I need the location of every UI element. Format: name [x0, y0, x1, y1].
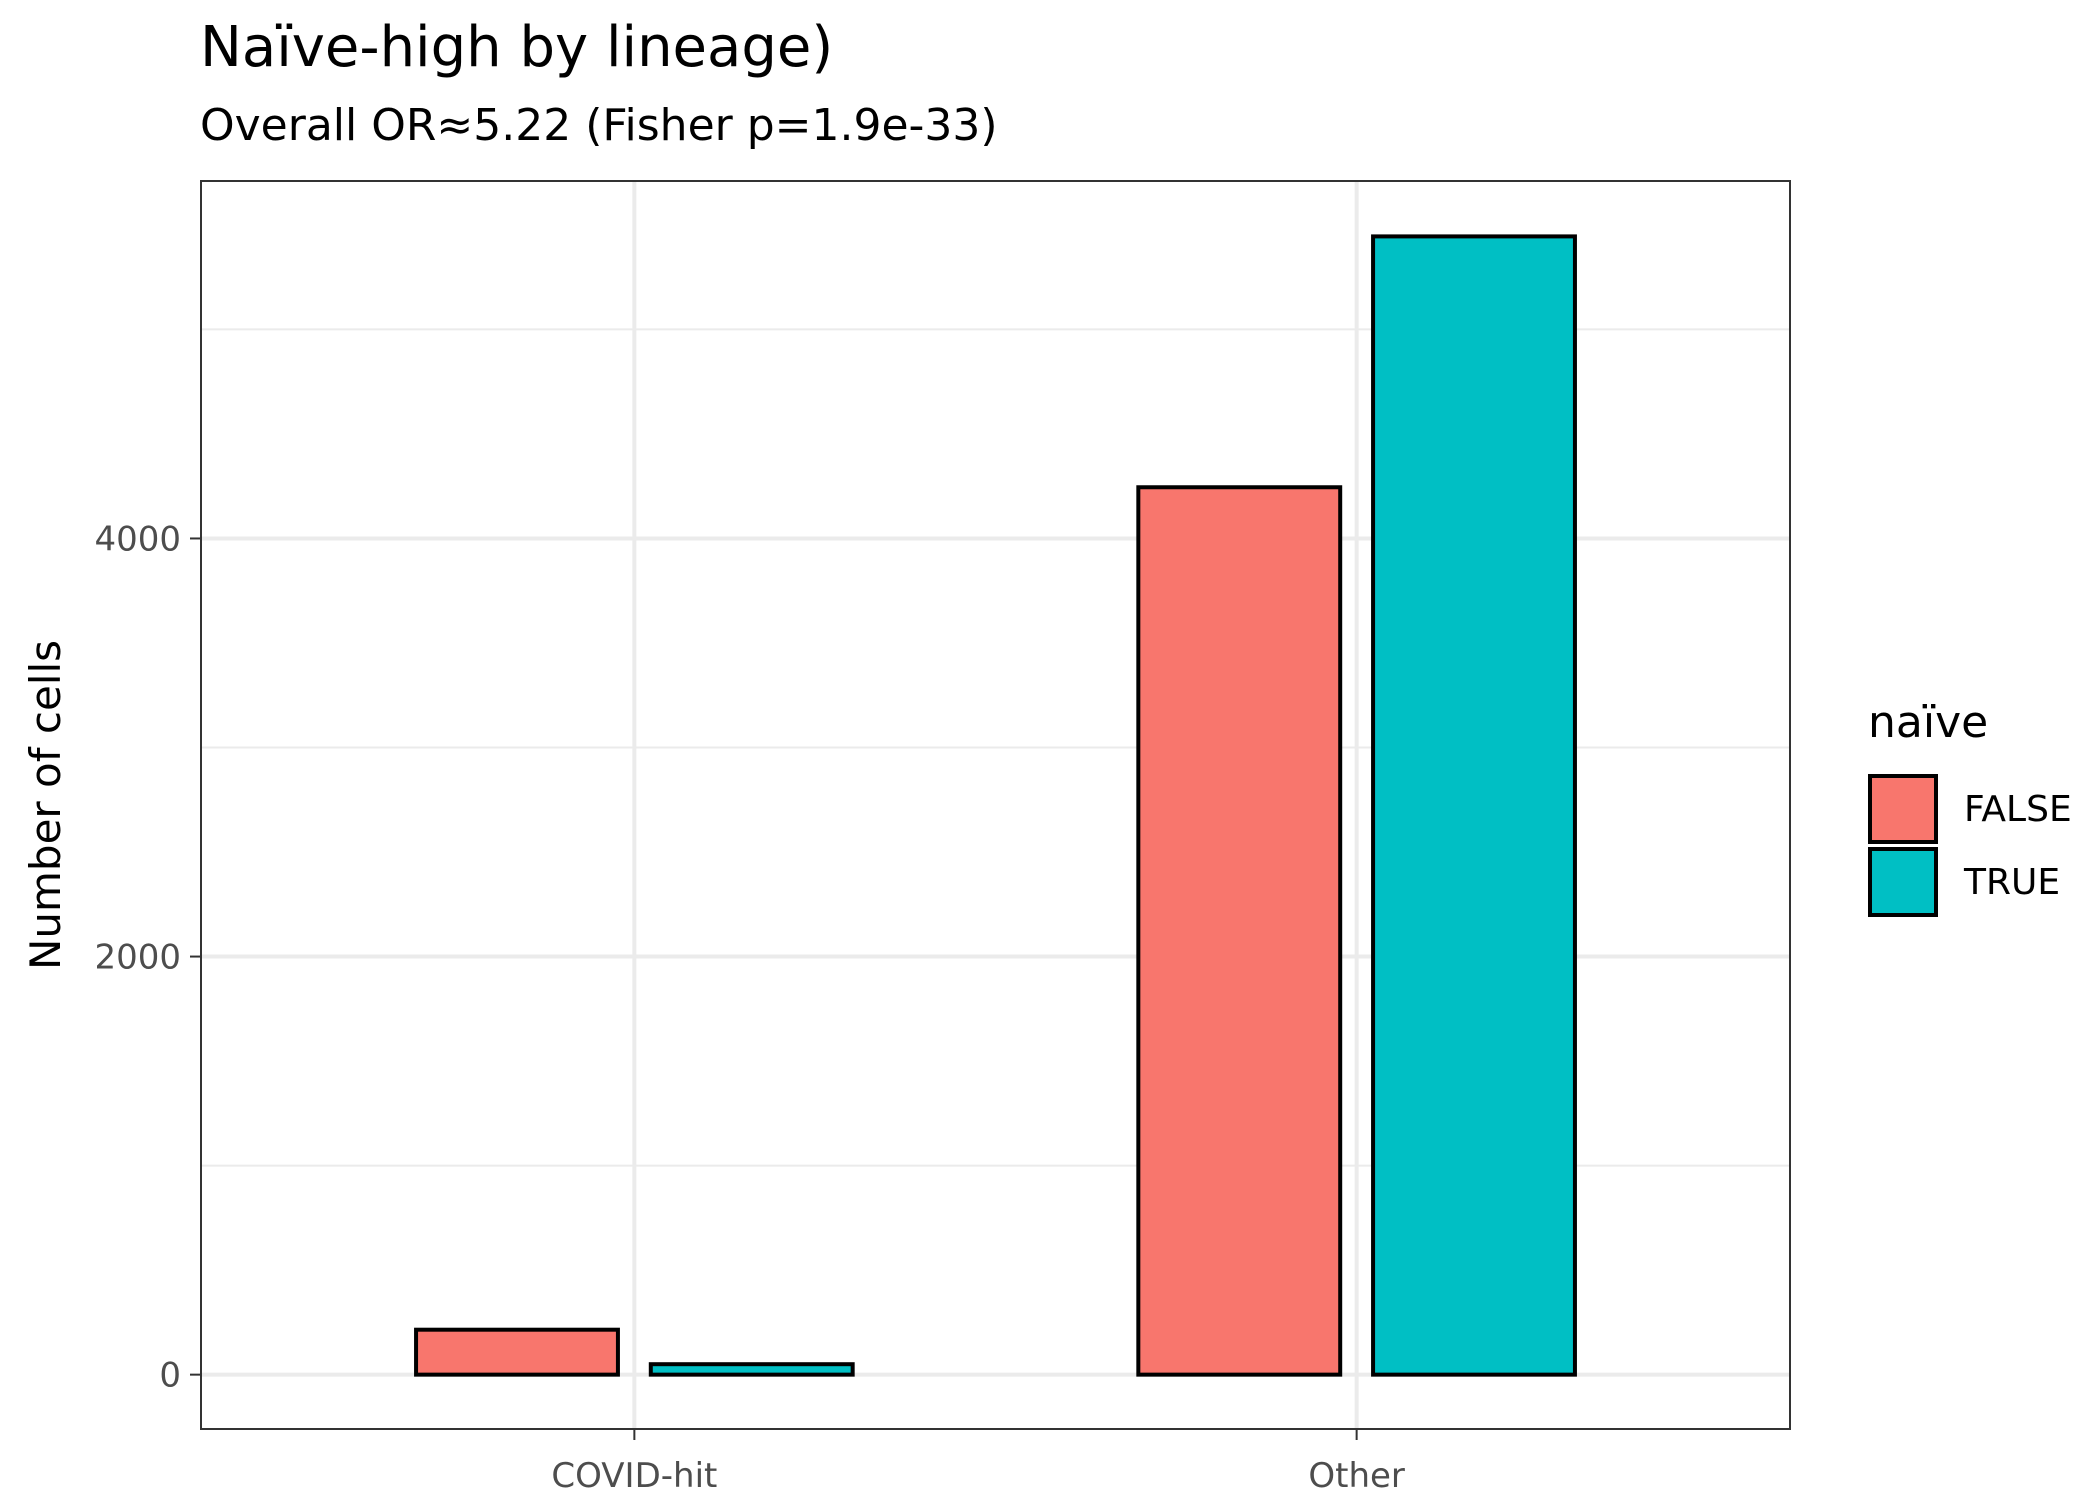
y-tick-label: 0	[159, 1356, 181, 1396]
legend-label-false: FALSE	[1964, 789, 2072, 830]
y-axis-title: Number of cells	[21, 640, 70, 970]
bar-true-covid-hit	[648, 1362, 855, 1377]
bars	[414, 234, 1577, 1377]
panel-border	[200, 180, 1791, 1430]
y-axis: 0 2000 4000	[94, 519, 201, 1396]
chart-title: Naïve-high by lineage)	[200, 15, 833, 80]
x-tick-label: COVID-hit	[551, 1456, 717, 1496]
legend-key-false	[1868, 774, 1938, 844]
legend-key-true	[1868, 847, 1938, 917]
plot-panel	[200, 180, 1791, 1430]
bar-true-other	[1371, 234, 1577, 1377]
legend-title: naïve	[1868, 697, 1988, 748]
bar-false-other	[1136, 485, 1343, 1377]
bar-false-covid-hit	[414, 1327, 620, 1377]
legend: naïve FALSE TRUE	[1868, 697, 2072, 917]
y-tick-label: 2000	[94, 938, 181, 978]
legend-label-true: TRUE	[1963, 862, 2060, 903]
x-tick-label: Other	[1308, 1456, 1405, 1496]
chart-subtitle: Overall OR≈5.22 (Fisher p=1.9e-33)	[200, 100, 998, 151]
x-axis: COVID-hit Other	[551, 1429, 1405, 1496]
y-tick-label: 4000	[94, 519, 181, 559]
